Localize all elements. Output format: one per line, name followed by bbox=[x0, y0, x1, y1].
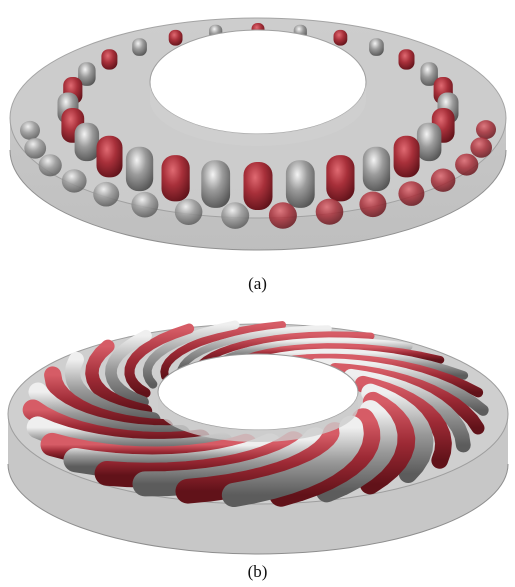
shell-bottom-edge bbox=[9, 149, 507, 251]
wall-cell bbox=[455, 153, 479, 176]
roll-cell bbox=[132, 38, 147, 56]
spiral-roll bbox=[265, 348, 469, 380]
panel-a-caption: (a) bbox=[248, 274, 267, 293]
wall-cell bbox=[38, 154, 62, 177]
wall-cell bbox=[430, 168, 456, 192]
roll-cell bbox=[74, 122, 100, 162]
convection-rolls bbox=[20, 23, 496, 229]
inner-cylinder bbox=[149, 29, 367, 146]
roll-cell bbox=[243, 162, 273, 210]
spiral-roll bbox=[242, 343, 445, 364]
roll-cell bbox=[420, 62, 438, 86]
shell-bottom-edge bbox=[7, 463, 509, 555]
roll-cell bbox=[393, 135, 420, 178]
inner-cylinder bbox=[157, 353, 359, 442]
wall-cell bbox=[93, 181, 120, 207]
panel-b-caption: (b) bbox=[247, 562, 268, 581]
roll-cell bbox=[201, 160, 231, 208]
inner-wall bbox=[150, 82, 366, 146]
wall-cell bbox=[359, 191, 387, 218]
roll-cell bbox=[362, 146, 391, 192]
roll-cell bbox=[398, 49, 415, 70]
roll-cell bbox=[96, 135, 123, 178]
wall-cell bbox=[174, 198, 203, 225]
panel-b-spiral-rolls-annulus bbox=[7, 320, 509, 555]
roll-cell bbox=[168, 29, 183, 46]
spiral-roll bbox=[85, 339, 153, 418]
roll-cell bbox=[78, 62, 96, 86]
roll-cell bbox=[333, 29, 348, 46]
spiral-roll bbox=[124, 323, 195, 398]
wall-cell bbox=[20, 120, 40, 140]
spiral-rolls bbox=[22, 320, 489, 508]
spiral-roll bbox=[177, 325, 332, 374]
inner-hole bbox=[149, 29, 367, 135]
spiral-roll bbox=[142, 320, 240, 389]
spiral-roll bbox=[160, 321, 287, 381]
wall-cell bbox=[470, 137, 493, 158]
roll-cell bbox=[285, 160, 315, 208]
inner-wall bbox=[158, 392, 358, 442]
roll-cell bbox=[369, 38, 384, 56]
wall-cell bbox=[476, 120, 496, 140]
wall-cell bbox=[24, 138, 47, 159]
spiral-roll bbox=[197, 331, 375, 368]
panel-a-straight-rolls-annulus bbox=[9, 17, 507, 251]
spiral-roll bbox=[359, 391, 416, 495]
roll-cell bbox=[101, 49, 118, 70]
spiral-roll bbox=[105, 329, 152, 408]
spiral-roll bbox=[221, 415, 364, 508]
wall-cell bbox=[131, 191, 159, 218]
inner-hole bbox=[157, 353, 359, 431]
roll-cell bbox=[326, 155, 355, 202]
roll-cell bbox=[125, 146, 154, 192]
spiral-roll bbox=[218, 337, 413, 364]
wall-cell bbox=[221, 202, 250, 229]
wall-cell bbox=[315, 198, 344, 225]
roll-cell bbox=[161, 155, 190, 202]
wall-cell bbox=[61, 169, 87, 193]
roll-cell bbox=[416, 122, 442, 162]
wall-cell bbox=[268, 202, 297, 229]
wall-cell bbox=[398, 181, 425, 206]
spiral-roll bbox=[315, 400, 398, 503]
